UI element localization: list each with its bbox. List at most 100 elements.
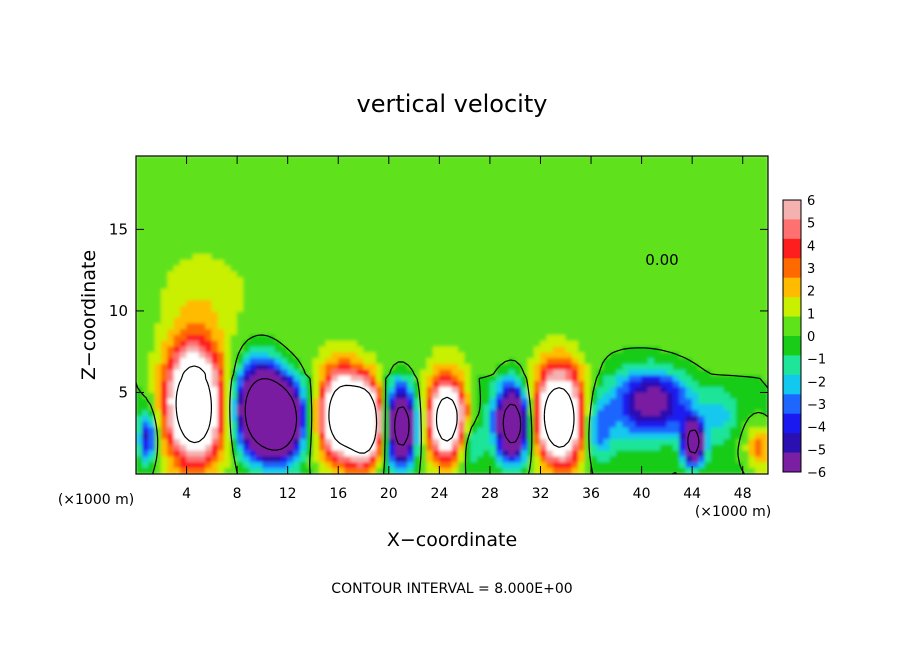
heatmap-cell: [540, 398, 548, 405]
heatmap-cell: [154, 346, 162, 353]
heatmap-cell: [154, 398, 162, 405]
heatmap-cell: [331, 271, 339, 278]
heatmap-cell: [590, 253, 598, 261]
heatmap-cell: [603, 253, 611, 261]
heatmap-cell: [167, 173, 175, 180]
heatmap-cell: [546, 410, 554, 417]
heatmap-cell: [262, 386, 270, 394]
heatmap-cell: [597, 398, 604, 405]
heatmap-cell: [742, 415, 750, 423]
heatmap-cell: [325, 317, 333, 324]
heatmap-cell: [660, 173, 668, 180]
heatmap-cell: [622, 156, 630, 163]
heatmap-cell: [413, 219, 421, 226]
heatmap-cell: [729, 410, 737, 417]
heatmap-cell: [224, 427, 232, 434]
heatmap-cell: [179, 282, 187, 290]
heatmap-cell: [274, 288, 282, 296]
heatmap-cell: [704, 415, 712, 423]
heatmap-cell: [704, 329, 712, 336]
heatmap-cell: [641, 306, 649, 313]
heatmap-cell: [653, 427, 661, 434]
heatmap-cell: [287, 196, 295, 203]
heatmap-cell: [394, 421, 402, 429]
heatmap-cell: [407, 427, 415, 434]
heatmap-cell: [710, 196, 718, 203]
heatmap-cell: [331, 375, 339, 382]
heatmap-cell: [192, 346, 200, 353]
heatmap-cell: [679, 207, 687, 215]
heatmap-cell: [344, 352, 352, 359]
heatmap-cell: [470, 161, 478, 168]
heatmap-cell: [179, 386, 187, 394]
heatmap-cell: [451, 329, 459, 336]
heatmap-cell: [723, 161, 731, 168]
heatmap-cell: [679, 288, 687, 296]
heatmap-cell: [565, 398, 573, 405]
heatmap-cell: [274, 386, 282, 394]
heatmap-cell: [483, 340, 491, 348]
heatmap-cell: [344, 236, 352, 244]
heatmap-cell: [382, 161, 390, 168]
heatmap-cell: [211, 190, 219, 197]
heatmap-cell: [136, 161, 143, 168]
heatmap-cell: [597, 323, 604, 330]
heatmap-cell: [590, 433, 598, 440]
heatmap-cell: [717, 259, 725, 267]
heatmap-cell: [325, 306, 333, 313]
heatmap-cell: [148, 340, 156, 348]
heatmap-cell: [578, 398, 586, 405]
heatmap-cell: [458, 300, 465, 307]
heatmap-cell: [439, 363, 446, 371]
heatmap-cell: [337, 184, 345, 191]
heatmap-cell: [217, 427, 225, 434]
heatmap-cell: [274, 352, 282, 359]
heatmap-cell: [729, 404, 737, 411]
heatmap-cell: [344, 277, 352, 284]
heatmap-cell: [666, 375, 674, 382]
heatmap-cell: [224, 190, 232, 197]
heatmap-cell: [603, 329, 611, 336]
heatmap-cell: [306, 277, 314, 284]
heatmap-cell: [679, 248, 687, 255]
heatmap-cell: [603, 196, 611, 203]
heatmap-cell: [136, 433, 143, 440]
heatmap-cell: [755, 277, 762, 284]
heatmap-cell: [514, 196, 522, 203]
heatmap-cell: [451, 184, 459, 191]
heatmap-cell: [647, 282, 655, 290]
heatmap-cell: [312, 282, 320, 290]
heatmap-cell: [590, 421, 598, 429]
heatmap-cell: [717, 323, 725, 330]
heatmap-cell: [142, 392, 149, 400]
heatmap-cell: [533, 398, 541, 405]
heatmap-cell: [546, 329, 554, 336]
heatmap-cell: [691, 317, 699, 324]
heatmap-cell: [634, 207, 642, 215]
heatmap-cell: [306, 329, 314, 336]
heatmap-cell: [312, 398, 320, 405]
heatmap-cell: [704, 346, 712, 353]
heatmap-cell: [666, 225, 674, 232]
heatmap-cell: [186, 410, 194, 417]
heatmap-cell: [653, 439, 661, 446]
heatmap-cell: [325, 178, 333, 186]
heatmap-cell: [154, 167, 162, 174]
heatmap-cell: [293, 386, 301, 394]
heatmap-cell: [154, 253, 162, 261]
heatmap-cell: [306, 398, 314, 405]
heatmap-cell: [723, 259, 731, 267]
heatmap-cell: [211, 213, 219, 220]
heatmap-cell: [634, 410, 642, 417]
heatmap-cell: [736, 404, 744, 411]
heatmap-cell: [672, 410, 680, 417]
heatmap-cell: [489, 265, 497, 272]
heatmap-cell: [508, 190, 516, 197]
heatmap-cell: [717, 201, 725, 209]
heatmap-cell: [211, 415, 219, 423]
heatmap-cell: [136, 300, 143, 307]
heatmap-cell: [609, 190, 617, 197]
heatmap-cell: [729, 230, 737, 238]
heatmap-cell: [578, 329, 586, 336]
heatmap-cell: [445, 253, 453, 261]
